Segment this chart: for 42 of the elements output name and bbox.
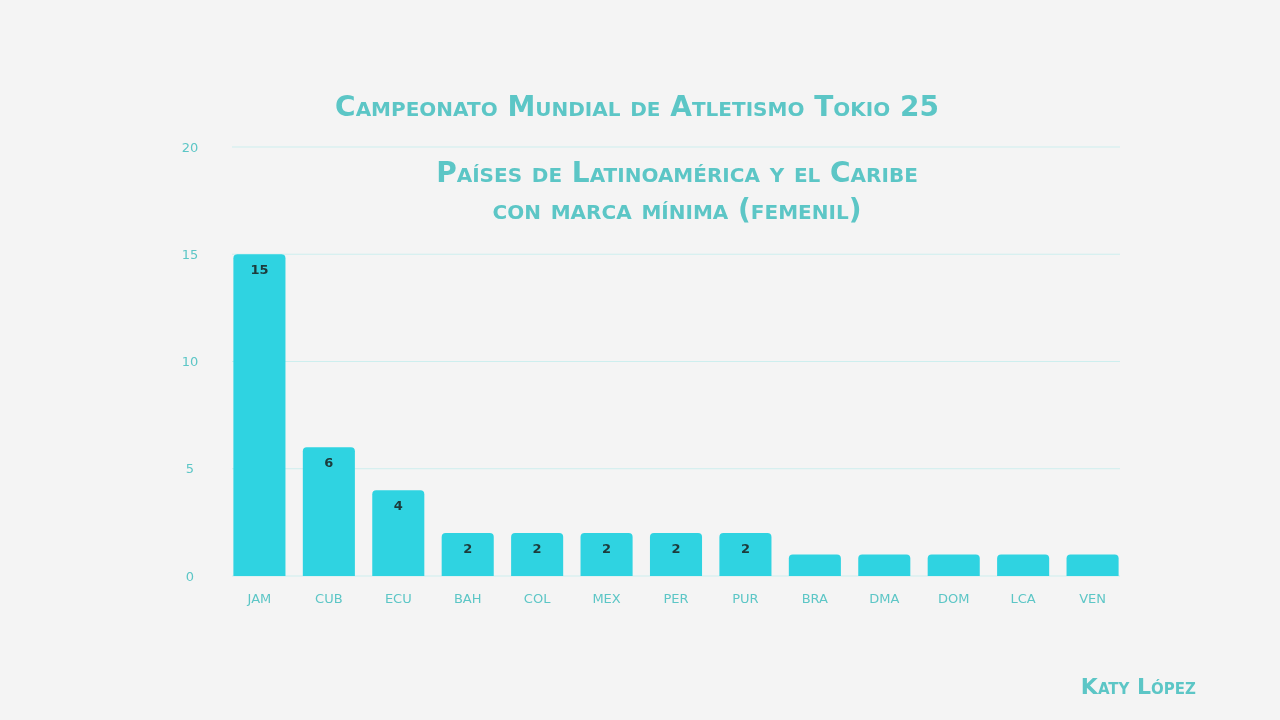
data-label: 4 [393,498,403,514]
bar [788,554,841,576]
bar [302,447,355,576]
chart-title: Campeonato Mundial de Atletismo Tokio 25 [335,90,939,123]
y-tick-label: 10 [181,354,199,370]
x-tick-label: PUR [732,591,759,606]
bar [649,533,703,576]
x-tick-label: VEN [1079,591,1106,606]
x-tick-label: JAM [246,591,272,606]
x-tick-label: DOM [937,591,970,606]
y-tick-label: 5 [185,461,195,477]
bar [580,533,633,576]
bar [858,554,911,576]
bar [719,533,772,576]
text: Katy López [1080,674,1197,699]
x-tick-label: PER [663,591,689,606]
x-tick-label: MEX [592,591,621,606]
data-label: 2 [602,541,612,557]
data-label: 2 [740,541,750,557]
x-tick-label: BRA [801,591,829,606]
x-tick-label: DMA [869,591,900,606]
bar [1066,554,1119,576]
data-label: 6 [324,455,334,471]
data-label: 2 [532,541,542,557]
data-label: 2 [671,541,681,557]
bar [233,254,286,576]
x-tick-label: LCA [1010,591,1036,606]
bar [927,554,980,576]
x-tick-label: COL [523,591,552,606]
bar [441,533,494,576]
x-tick-label: CUB [315,591,343,606]
bar [372,490,425,576]
data-label: 2 [463,541,473,557]
y-tick-label: 20 [181,139,199,155]
bar [997,554,1050,576]
y-tick-label: 0 [185,568,195,584]
bar [511,533,564,576]
x-tick-label: ECU [384,591,412,606]
x-tick-label: BAH [453,591,482,606]
text: Países de Latinoamérica y el Caribe con marca mínima (femenil) [436,156,918,226]
y-tick-label: 15 [181,246,199,262]
data-label: 15 [250,262,269,278]
